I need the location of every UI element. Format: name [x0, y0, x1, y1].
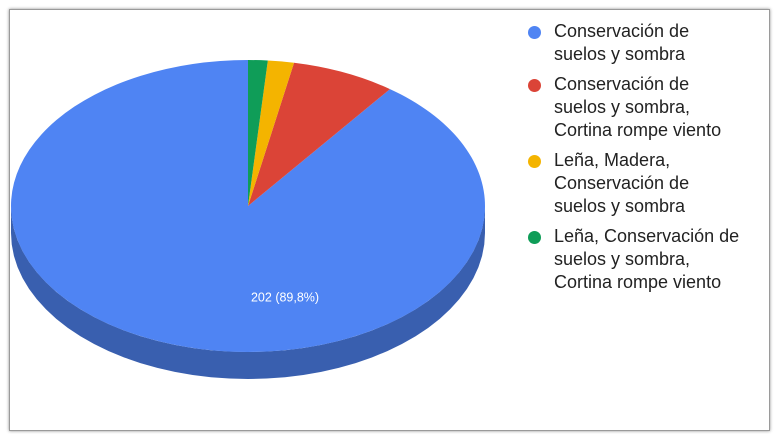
pie-slice-label-1: 202 (89,8%) [251, 291, 319, 305]
legend: Conservación de suelos y sombra Conservac… [520, 20, 769, 301]
pie-slices [10, 60, 485, 352]
pie-data-labels: 202 (89,8%) [251, 291, 319, 305]
legend-label: Conservación de suelos y sombra, Cortina… [554, 74, 722, 140]
legend-swatch [528, 79, 541, 92]
legend-swatch [528, 26, 541, 39]
pie-slice-1 [10, 60, 485, 352]
legend-item-2: Conservación de suelos y sombra, Cortina… [520, 73, 769, 142]
legend-label: Leña, Conservación de suelos y sombra, C… [554, 226, 740, 292]
legend-item-3: Leña, Madera, Conservación de suelos y s… [520, 149, 769, 218]
pie-slice-3 [248, 60, 295, 207]
legend-label: Leña, Madera, Conservación de suelos y s… [554, 150, 690, 216]
legend-swatch [528, 231, 541, 244]
pie-slice-4 [248, 60, 268, 206]
legend-item-4: Leña, Conservación de suelos y sombra, C… [520, 225, 769, 294]
legend-item-1: Conservación de suelos y sombra [520, 20, 769, 66]
pie-depth [11, 206, 485, 379]
chart-panel: 202 (89,8%) Conservación de suelos y som… [9, 9, 770, 431]
legend-swatch [528, 155, 541, 168]
pie-slice-side-1 [11, 206, 485, 379]
pie-chart: 202 (89,8%) [10, 60, 485, 379]
legend-label: Conservación de suelos y sombra [554, 21, 690, 64]
pie-slice-2 [248, 62, 390, 206]
